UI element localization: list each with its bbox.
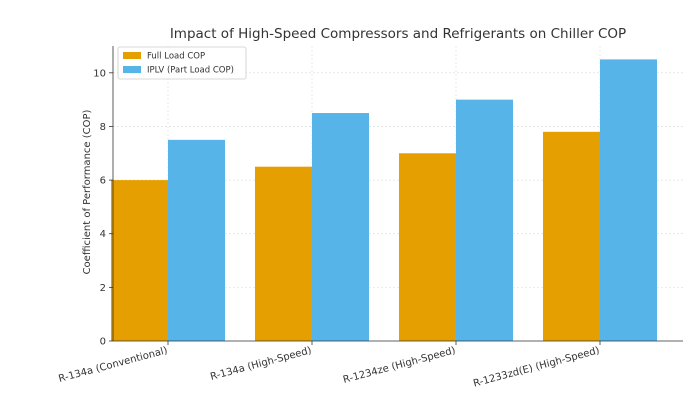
y-ticks: 0 2 4 6 8 10 (93, 68, 113, 348)
x-tick-label: R-1234ze (High-Speed) (342, 345, 457, 386)
y-tick-label: 8 (100, 122, 106, 133)
bar-iplv-1 (312, 113, 369, 341)
legend: Full Load COP IPLV (Part Load COP) (117, 46, 247, 80)
x-tick-label: R-134a (High-Speed) (209, 345, 313, 383)
bar-full-load-0 (111, 180, 168, 341)
y-tick-label: 0 (100, 337, 106, 348)
bars-layer (111, 59, 657, 342)
y-tick-label: 10 (93, 68, 106, 79)
y-tick-label: 6 (100, 176, 106, 187)
legend-swatch-full-load (123, 52, 141, 59)
x-ticks: R-134a (Conventional) R-134a (High-Speed)… (57, 341, 601, 390)
bar-iplv-2 (456, 99, 513, 342)
y-tick-label: 2 (100, 283, 106, 294)
x-tick-label: R-134a (Conventional) (57, 345, 168, 385)
chart-title: Impact of High-Speed Compressors and Ref… (170, 26, 626, 42)
axes-layer (112, 46, 683, 342)
bar-full-load-3 (543, 131, 600, 341)
bar-iplv-3 (600, 59, 657, 342)
bar-full-load-1 (255, 166, 312, 341)
y-axis-label: Coefficient of Performance (COP) (82, 109, 93, 274)
bar-full-load-2 (399, 153, 456, 341)
legend-label-iplv: IPLV (Part Load COP) (147, 66, 234, 76)
legend-frame (117, 46, 247, 80)
bar-iplv-0 (168, 139, 225, 341)
legend-swatch-iplv (123, 66, 141, 73)
x-tick-label: R-1233zd(E) (High-Speed) (472, 345, 601, 389)
legend-label-full-load: Full Load COP (147, 52, 205, 62)
y-tick-label: 4 (100, 229, 106, 240)
